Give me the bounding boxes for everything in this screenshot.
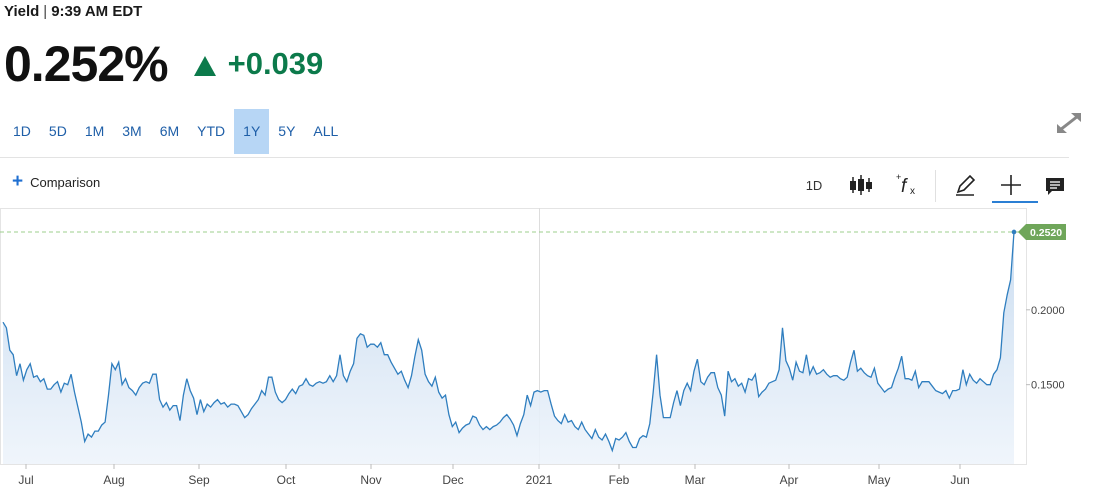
range-button-1y[interactable]: 1Y [234,109,270,154]
comment-icon[interactable] [1042,170,1068,200]
up-triangle-icon [193,56,216,76]
pencil-icon[interactable] [952,170,978,200]
x-tick-label: Jul [18,473,33,487]
range-button-5d[interactable]: 5D [48,123,67,139]
last-price: 0.252% [4,36,169,92]
chart-svg[interactable]: 0.2000 0.1500 Jul Aug Sep Oct Nov Dec 2021 Feb Ma… [0,208,1084,495]
interval-button[interactable]: 1D [805,177,823,193]
x-tick-label: Jun [950,473,969,487]
header-divider [0,157,1069,158]
quote-time: 9:39 AM EDT [51,3,143,20]
toolbar-separator [935,170,936,202]
range-button-1d[interactable]: 1D [13,123,31,139]
crosshair-icon[interactable] [998,170,1024,200]
comparison-button[interactable]: + Comparison [12,171,101,192]
range-button-1m[interactable]: 1M [84,123,105,139]
x-tick-label: May [868,473,891,487]
x-tick-label: Mar [685,473,706,487]
comparison-label: Comparison [30,174,101,190]
x-tick-label: Nov [360,473,381,487]
x-tick-label: 2021 [526,473,553,487]
y-tick-label: 0.2000 [1031,305,1065,317]
active-tool-indicator [992,201,1038,203]
x-tick-label: Sep [188,473,210,487]
plot-frame [0,208,1027,465]
x-tick-label: Dec [442,473,463,487]
yield-chart[interactable]: 0.2000 0.1500 Jul Aug Sep Oct Nov Dec 2021 Feb Ma… [0,208,1084,495]
quote-header: Yield | 9:39 AM EDT [4,3,142,20]
range-button-ytd[interactable]: YTD [197,123,226,139]
candlestick-icon[interactable] [847,170,875,200]
header-separator: | [43,3,48,20]
range-button-all[interactable]: ALL [313,123,339,139]
x-tick-label: Aug [103,473,124,487]
svg-text:x: x [910,186,915,197]
x-tick-label: Apr [780,473,799,487]
last-value-point [1011,229,1017,235]
last-value-badge: 0.2520 [1018,223,1066,240]
function-icon[interactable]: + f x [893,170,921,200]
svg-text:f: f [901,176,908,197]
series-line [2,231,1015,453]
last-value-label: 0.2520 [1030,227,1062,239]
range-button-6m[interactable]: 6M [159,123,180,139]
x-tick-label: Feb [609,473,630,487]
expand-icon[interactable] [1054,110,1084,136]
plus-icon: + [12,171,24,192]
svg-text:+: + [896,172,901,182]
range-button-3m[interactable]: 3M [122,123,142,139]
x-tick-label: Oct [277,473,296,487]
area-fill [3,232,1014,464]
y-tick-label: 0.1500 [1031,380,1065,392]
range-selector: 1D 5D 1M 3M 6M YTD 1Y 5Y ALL [4,109,347,154]
quote-label: Yield [4,3,40,20]
price-row: 0.252% +0.039 [4,34,323,94]
range-button-5y[interactable]: 5Y [278,123,296,139]
price-change: +0.039 [227,46,324,81]
last-value-badge-shape [1018,223,1066,240]
